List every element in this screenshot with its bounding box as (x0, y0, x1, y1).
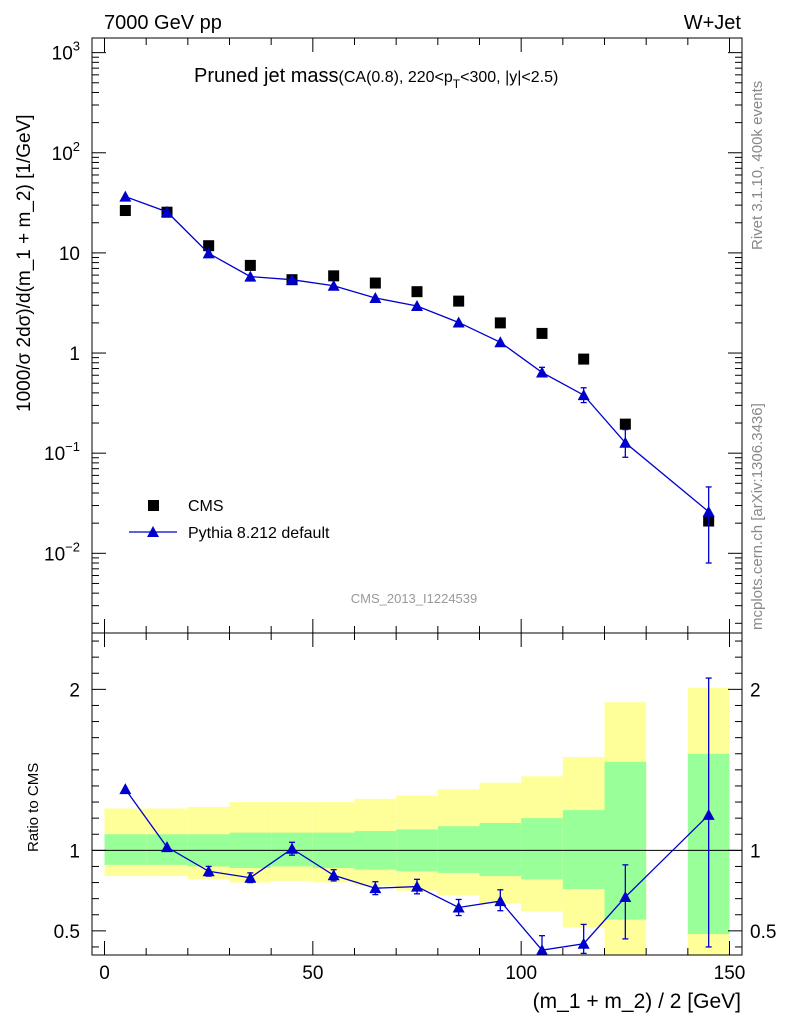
ratio-uncertainty-bands (104, 687, 730, 955)
ratio-data-point (327, 869, 340, 881)
legend-cms-marker (148, 500, 159, 511)
mcplots-label: mcplots.cern.ch [arXiv:1306.3436] (749, 403, 766, 630)
pythia-data-point (202, 247, 215, 259)
ratio-y-tick-label-left: 0.5 (54, 922, 80, 943)
main-y-tick-label: 1 (69, 344, 80, 365)
plot-title-sub-a: (CA(0.8), 220<p (339, 69, 453, 86)
cms-data-point (536, 327, 548, 339)
cms-data-point (328, 270, 340, 282)
x-axis-label: (m_1 + m_2) / 2 [GeV] (533, 990, 741, 1013)
ratio-y-tick-label-right: 1 (750, 841, 761, 862)
ratio-data-point (119, 783, 132, 795)
pythia-data-point (452, 316, 465, 328)
ratio-data-point (161, 841, 173, 853)
main-y-tick-label: 10−2 (44, 539, 80, 565)
band-inner (437, 826, 480, 873)
cms-data-point (119, 205, 131, 217)
band-inner (479, 822, 522, 877)
main-y-tick-label: 10−1 (44, 439, 80, 465)
plot-title: Pruned jet mass(CA(0.8), 220<pT<300, |y|… (194, 65, 558, 91)
pythia-data-point (369, 291, 382, 303)
analysis-label: CMS_2013_I1224539 (351, 591, 478, 606)
ratio-pythia-line (124, 788, 710, 951)
ratio-data-marks (119, 677, 715, 955)
pythia-data-point (411, 299, 423, 311)
ratio-data-point (202, 865, 215, 877)
legend-pythia-label: Pythia 8.212 default (188, 525, 330, 542)
pythia-data-point (536, 366, 548, 378)
ratio-y-tick-label-left: 1 (69, 841, 80, 862)
main-data-marks (119, 190, 715, 564)
ratio-data-point (619, 891, 632, 903)
rivet-label: Rivet 3.1.10, 400k events (749, 81, 766, 250)
main-y-tick-label: 10 (59, 244, 80, 265)
ratio-data-point (494, 895, 507, 907)
ratio-data-point (452, 901, 465, 913)
pythia-data-point (244, 270, 257, 282)
legend-cms-label: CMS (188, 498, 224, 515)
ratio-y-tick-label-left: 2 (69, 680, 80, 701)
main-y-axis-label: 1000/σ 2dσ)/d(m_1 + m_2) [1/GeV] (14, 114, 35, 412)
ratio-data-point (577, 937, 590, 949)
pythia-data-point (119, 190, 132, 202)
ratio-y-tick-label-right: 2 (750, 680, 761, 701)
pythia-data-point (327, 279, 340, 291)
header-left-title: 7000 GeV pp (104, 12, 222, 34)
band-inner (104, 834, 147, 865)
legend: CMS Pythia 8.212 default (129, 498, 330, 542)
main-frame (91, 37, 743, 634)
main-y-tick-label: 103 (52, 39, 80, 65)
cms-data-point (203, 240, 215, 252)
header-right-title: W+Jet (684, 12, 742, 34)
plot-title-main: Pruned jet mass (194, 65, 339, 87)
plot-title-sub-c: <300, |y|<2.5) (460, 69, 558, 86)
cms-data-point (578, 353, 590, 365)
x-tick-label: 100 (505, 963, 537, 984)
pythia-line (125, 195, 710, 513)
pythia-data-point (286, 273, 298, 285)
cms-data-point (494, 317, 506, 329)
legend-pythia-marker (147, 526, 159, 537)
ratio-data-point (286, 842, 298, 854)
ratio-y-axis-label: Ratio to CMS (25, 763, 42, 852)
cms-data-point (369, 277, 381, 289)
ratio-frame (91, 632, 743, 956)
pythia-data-point (577, 389, 590, 401)
pythia-data-point (619, 436, 632, 448)
pythia-data-point (494, 336, 507, 348)
band-inner (562, 810, 605, 889)
cms-data-point (244, 259, 256, 271)
cms-data-point (619, 418, 631, 430)
plot-title-sub-b: T (453, 77, 461, 91)
x-tick-label: 150 (714, 963, 746, 984)
ratio-data-point (369, 882, 382, 894)
ratio-data-point (702, 808, 715, 820)
cms-data-point (453, 295, 465, 307)
ratio-data-point (411, 880, 423, 892)
pythia-data-point (161, 205, 173, 217)
x-tick-label: 0 (99, 963, 110, 984)
ratio-data-point (536, 944, 548, 955)
pythia-data-point (702, 505, 715, 517)
main-y-tick-label: 102 (52, 139, 80, 165)
ratio-data-point (244, 871, 257, 883)
ratio-y-tick-label-right: 0.5 (750, 922, 776, 943)
cms-data-point (411, 286, 423, 298)
x-tick-label: 50 (302, 963, 323, 984)
band-inner (521, 818, 563, 880)
